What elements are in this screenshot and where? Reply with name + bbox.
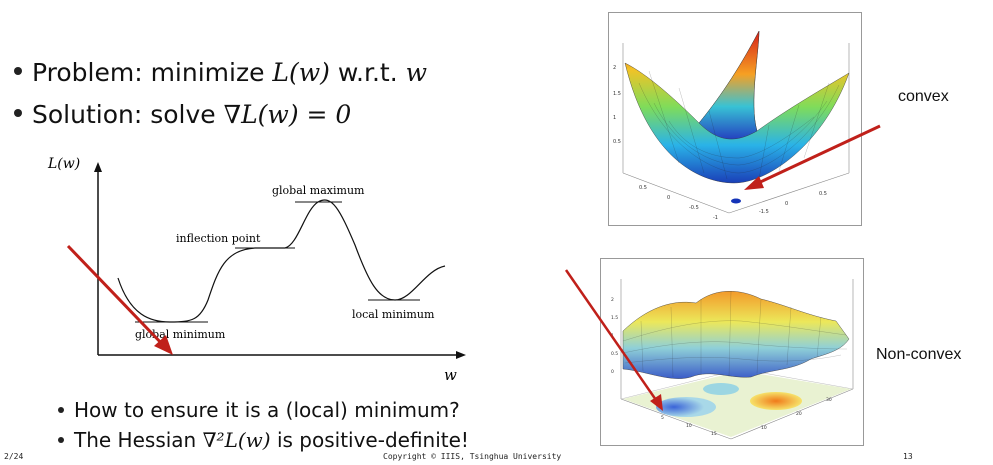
x-axis-arrow [456,351,466,359]
footer-copyright: Copyright © IIIS, Tsinghua University [383,452,562,461]
svg-text:15: 15 [711,431,717,437]
svg-text:-1: -1 [713,215,718,221]
sub-bullet-dot [58,406,64,413]
svg-text:-1.5: -1.5 [759,209,769,215]
svg-text:30: 30 [826,397,832,403]
svg-text:20: 20 [796,411,802,417]
svg-text:-0.5: -0.5 [689,205,699,211]
convex-surface-image: 2 1.5 1 0.5 0.5 0 -0.5 -1 -1.5 0 0.5 [613,30,850,221]
footer-left: 2/24 [4,452,24,461]
inflection-point-label: inflection point [176,232,261,245]
svg-text:0: 0 [611,369,614,375]
svg-text:2: 2 [613,65,616,71]
footer-page-number: 13 [903,452,913,461]
non-convex-label: Non-convex [876,346,962,363]
svg-text:1: 1 [613,115,616,121]
solution-math: ∇L(w) = 0 [223,100,352,129]
sub-bullet-hessian: The Hessian ∇²L(w) is positive-definite! [58,428,469,452]
hessian-prefix: The Hessian [74,428,203,452]
svg-text:1.5: 1.5 [613,91,621,97]
red-arrow-line [66,244,167,349]
svg-text:0: 0 [667,195,670,201]
red-arrows-overlay [564,124,881,411]
svg-text:0.5: 0.5 [611,351,618,357]
hessian-math: ∇²L(w) [202,428,271,452]
convex-surface-figure: 2 1.5 1 0.5 0.5 0 -0.5 -1 -1.5 0 0.5 [608,12,862,226]
hessian-suffix: is positive-definite! [270,428,469,452]
local-minimum-label: local minimum [352,308,435,321]
convex-label: convex [898,88,949,105]
y-axis-label: L(w) [47,156,80,172]
svg-text:1.5: 1.5 [611,315,618,321]
svg-text:0.5: 0.5 [613,139,621,145]
loss-curve-diagram: global maximum inflection point local mi… [47,156,466,384]
problem-var: w [405,58,428,87]
global-maximum-label: global maximum [272,184,365,197]
bullet-problem: Problem: minimize L(w) w.r.t. w [14,58,427,87]
non-convex-arrow-line [564,269,658,401]
bullet-dot [14,67,22,75]
bullet-dot [14,109,22,117]
problem-math: L(w) [272,58,330,87]
y-axis-arrow [94,162,102,172]
svg-text:2: 2 [611,297,614,303]
bullet-solution: Solution: solve ∇L(w) = 0 [14,100,351,129]
svg-text:10: 10 [761,425,767,431]
convex-arrow-head [744,176,764,190]
loss-curve [117,199,446,323]
problem-text: Problem: minimize [32,58,273,87]
svg-text:5: 5 [661,415,664,421]
svg-text:0: 0 [785,201,788,207]
problem-mid-text: w.r.t. [329,58,406,87]
svg-text:10: 10 [686,423,692,429]
sub-bullet-dot [58,436,64,443]
svg-text:0.5: 0.5 [819,191,827,197]
svg-text:0.5: 0.5 [639,185,647,191]
x-axis-label: w [444,366,457,384]
question-text: How to ensure it is a (local) minimum? [74,398,460,422]
sub-bullet-question: How to ensure it is a (local) minimum? [58,398,460,422]
non-convex-arrow-head [650,394,663,411]
solution-text: Solution: solve [32,100,224,129]
red-arrow-head [154,335,173,355]
convex-arrow-line [755,124,881,186]
